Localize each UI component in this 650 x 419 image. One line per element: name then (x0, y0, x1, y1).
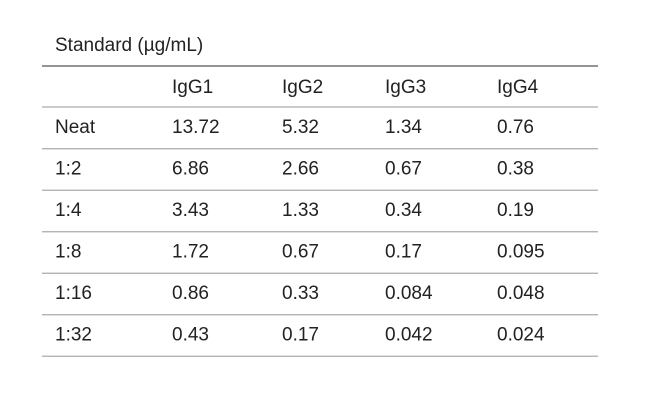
cell-value: 0.86 (172, 283, 209, 304)
row-label: 1:32 (55, 325, 92, 346)
cell-value: 0.67 (385, 159, 422, 180)
row-label: 1:16 (55, 283, 92, 304)
cell-value: 0.095 (497, 242, 545, 263)
column-header: IgG2 (282, 77, 323, 98)
row-label: 1:4 (55, 200, 82, 221)
row-label: 1:2 (55, 159, 81, 180)
cell-value: 0.67 (282, 242, 319, 263)
cell-value: 0.34 (385, 200, 422, 221)
cell-value: 3.43 (172, 200, 209, 221)
cell-value: 0.33 (282, 283, 319, 304)
cell-value: 0.43 (172, 325, 209, 346)
cell-value: 5.32 (282, 117, 319, 138)
cell-value: 0.084 (385, 283, 433, 304)
column-header: IgG4 (497, 77, 539, 98)
row-label: Neat (55, 117, 96, 138)
cell-value: 2.66 (282, 159, 319, 180)
cell-value: 0.17 (282, 325, 319, 346)
cell-value: 0.042 (385, 325, 433, 346)
cell-value: 0.76 (497, 117, 534, 138)
table-title: Standard (µg/mL) (55, 35, 203, 56)
cell-value: 0.19 (497, 200, 534, 221)
cell-value: 6.86 (172, 159, 209, 180)
cell-value: 1.33 (282, 200, 319, 221)
row-label: 1:8 (55, 242, 81, 263)
column-header: IgG1 (172, 77, 213, 98)
cell-value: 0.38 (497, 159, 534, 180)
cell-value: 13.72 (172, 117, 220, 138)
cell-value: 1.34 (385, 117, 422, 138)
cell-value: 0.024 (497, 325, 545, 346)
cell-value: 1.72 (172, 242, 209, 263)
cell-value: 0.048 (497, 283, 545, 304)
cell-value: 0.17 (385, 242, 422, 263)
column-header: IgG3 (385, 77, 426, 98)
